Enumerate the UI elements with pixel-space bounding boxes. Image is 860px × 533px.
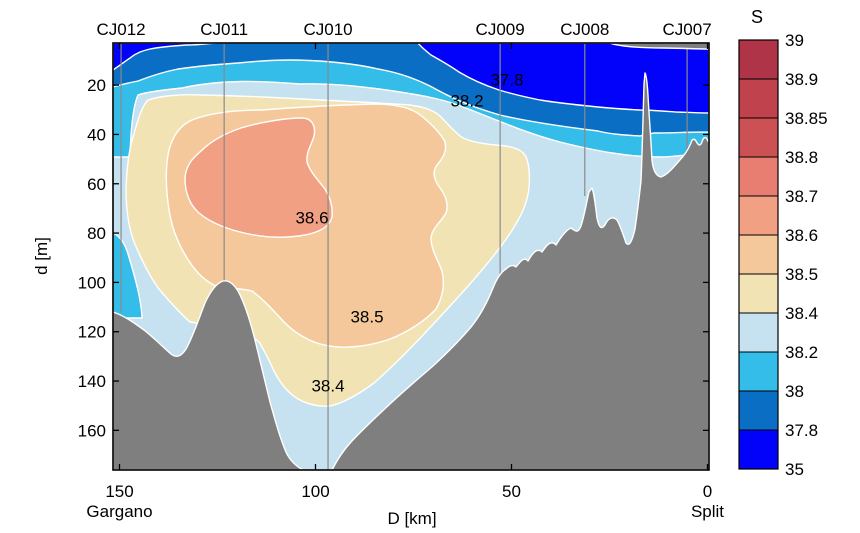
station-labels: CJ012 CJ011 CJ010 CJ009 CJ008 CJ007 <box>96 20 711 39</box>
y-tick-label-40: 40 <box>87 125 106 144</box>
colorbar-label-38: 38 <box>785 382 804 401</box>
colorbar-cell-38.9 <box>738 78 779 119</box>
x-right-end-label: Split <box>691 502 724 521</box>
contour-region-dark_left_lt_37_8 <box>113 43 216 71</box>
contour-label-38.4: 38.4 <box>311 376 344 395</box>
x-tick-label-100: 100 <box>301 482 329 501</box>
colorbar-cell-38.6 <box>738 234 779 275</box>
colorbar-label-38.5: 38.5 <box>785 265 818 284</box>
bathymetry-gray_right <box>331 72 709 470</box>
station-lines <box>120 43 688 470</box>
station-label-CJ009: CJ009 <box>476 20 525 39</box>
contour-region-salmon_38_6_38_7 <box>184 117 333 238</box>
colorbar-label-38.7: 38.7 <box>785 187 818 206</box>
contour-label-38.2: 38.2 <box>450 91 483 110</box>
y-tick-label-60: 60 <box>87 175 106 194</box>
y-tick-label-100: 100 <box>78 273 106 292</box>
colorbar-cell-39 <box>738 39 779 80</box>
x-tick-label-0: 0 <box>703 482 712 501</box>
station-label-CJ007: CJ007 <box>663 20 712 39</box>
colorbar-cell-38.7 <box>738 195 779 236</box>
contour-region-cyan_patch_left <box>113 232 143 319</box>
colorbar-label-38.2: 38.2 <box>785 343 818 362</box>
colorbar-label-37.8: 37.8 <box>785 421 818 440</box>
colorbar-cell-38.4 <box>738 312 779 353</box>
plot-border <box>112 42 710 471</box>
colorbar-label-38.4: 38.4 <box>785 304 818 323</box>
x-axis-label: D [km] <box>387 509 436 528</box>
station-label-CJ012: CJ012 <box>96 20 145 39</box>
contour-region-dark_right_lt_37_8 <box>417 43 709 114</box>
colorbar-label-38.85: 38.85 <box>785 109 828 128</box>
colorbar-cell-38.85 <box>738 117 779 158</box>
colorbar-border <box>738 39 779 470</box>
contour-label-37.8: 37.8 <box>490 70 523 89</box>
x-tick-label-150: 150 <box>105 482 133 501</box>
y-tick-label-160: 160 <box>78 421 106 440</box>
bathymetry-island_strip <box>609 43 709 50</box>
colorbar-label-39: 39 <box>785 31 804 50</box>
station-label-CJ010: CJ010 <box>303 20 352 39</box>
colorbar-cell-38.5 <box>738 273 779 314</box>
colorbar-cell-37.8 <box>738 429 779 470</box>
station-label-CJ008: CJ008 <box>560 20 609 39</box>
contour-label-38.6: 38.6 <box>295 208 328 227</box>
bathymetry-gray_left <box>113 280 304 470</box>
colorbar-label-38.8: 38.8 <box>785 148 818 167</box>
y-tick-label-80: 80 <box>87 224 106 243</box>
colorbar-label-38.9: 38.9 <box>785 70 818 89</box>
axes: 150 100 50 0 20 40 60 80 100 120 140 160 Gargano Spli… <box>32 42 724 528</box>
colorbar-cell-38.8 <box>738 156 779 197</box>
colorbar-label-38.6: 38.6 <box>785 226 818 245</box>
station-label-CJ011: CJ011 <box>200 20 248 39</box>
colorbar-label-35: 35 <box>785 460 804 479</box>
colorbar-cell-38.2 <box>738 351 779 392</box>
colorbar-cell-38 <box>738 390 779 431</box>
y-tick-label-20: 20 <box>87 76 106 95</box>
y-tick-label-140: 140 <box>78 372 106 391</box>
bathymetry <box>113 43 709 470</box>
y-tick-label-120: 120 <box>78 323 106 342</box>
y-axis-label: d [m] <box>32 237 51 275</box>
x-tick-label-50: 50 <box>502 482 521 501</box>
x-left-end-label: Gargano <box>86 502 152 521</box>
contour-label-38.5: 38.5 <box>350 307 383 326</box>
colorbar-title: S <box>751 7 763 27</box>
contour-labels: 38.6 38.5 38.4 38.2 37.8 <box>295 70 523 395</box>
colorbar: 39 38.9 38.85 38.8 38.7 38.6 38.5 38.4 38.2 38 37.… <box>738 7 828 479</box>
